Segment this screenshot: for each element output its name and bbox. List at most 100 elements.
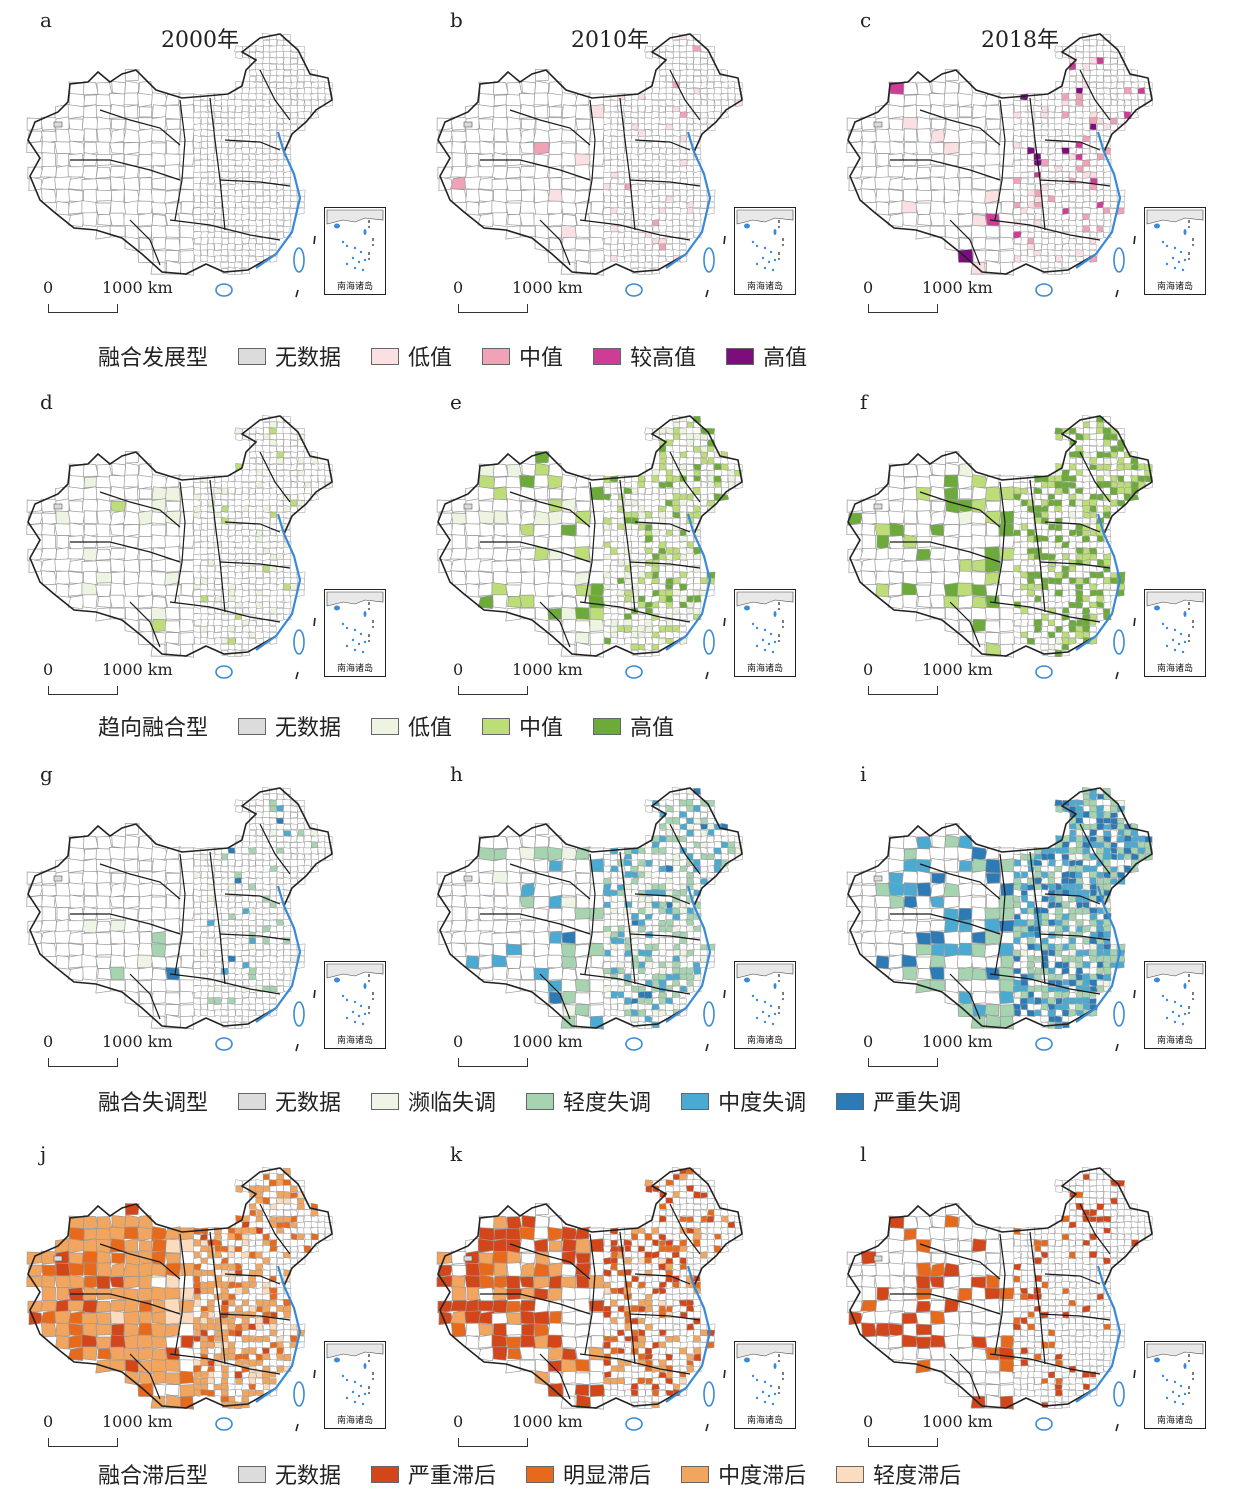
- county-polygon: [68, 943, 84, 957]
- county-polygon: [1040, 517, 1050, 525]
- county-polygon: [1082, 541, 1091, 549]
- county-polygon: [221, 943, 229, 951]
- county-polygon: [289, 817, 299, 825]
- county-polygon: [199, 570, 209, 579]
- china-map: [436, 32, 743, 298]
- county-polygon: [984, 607, 1000, 620]
- county-polygon: [193, 224, 202, 232]
- county-polygon: [193, 895, 201, 903]
- county-polygon: [519, 594, 536, 608]
- county-polygon: [310, 87, 320, 95]
- county-polygon: [200, 619, 209, 627]
- county-polygon: [713, 486, 722, 495]
- county-polygon: [637, 171, 647, 179]
- county-polygon: [686, 439, 694, 447]
- county-polygon: [1082, 577, 1090, 585]
- county-polygon: [547, 248, 565, 263]
- county-polygon: [241, 955, 250, 963]
- county-polygon: [651, 553, 660, 561]
- county-polygon: [917, 595, 932, 608]
- county-polygon: [652, 487, 659, 495]
- county-polygon: [534, 225, 551, 240]
- inset-island: [1183, 640, 1187, 644]
- county-polygon: [477, 486, 496, 502]
- inset-island: [755, 644, 759, 648]
- county-polygon: [693, 552, 702, 561]
- county-polygon: [604, 195, 611, 203]
- island-dash: [295, 289, 299, 298]
- county-polygon: [1054, 45, 1063, 53]
- county-polygon: [700, 475, 708, 482]
- county-polygon: [465, 188, 481, 203]
- county-polygon: [692, 463, 702, 471]
- county-polygon: [645, 243, 653, 251]
- county-polygon: [547, 92, 564, 108]
- scale-zero: 0: [453, 278, 464, 297]
- county-polygon: [623, 123, 633, 131]
- county-polygon: [1089, 231, 1098, 239]
- county-polygon: [123, 213, 140, 227]
- county-polygon: [652, 225, 660, 232]
- county-polygon: [1040, 631, 1049, 638]
- county-polygon: [214, 189, 222, 197]
- county-polygon: [686, 470, 695, 477]
- county-polygon: [206, 183, 215, 191]
- county-polygon: [1096, 231, 1104, 239]
- county-polygon: [269, 487, 278, 495]
- county-polygon: [1013, 625, 1021, 633]
- county-polygon: [227, 511, 236, 519]
- county-polygon: [700, 112, 708, 119]
- legend-label: 低值: [408, 346, 453, 371]
- county-polygon: [652, 105, 659, 113]
- county-polygon: [221, 859, 229, 867]
- county-polygon: [672, 195, 680, 203]
- county-polygon: [241, 237, 250, 245]
- county-polygon: [944, 462, 959, 477]
- county-polygon: [561, 213, 578, 227]
- county-polygon: [123, 558, 140, 573]
- county-polygon: [137, 630, 155, 645]
- county-polygon: [1130, 93, 1139, 101]
- county-polygon: [971, 152, 987, 167]
- county-polygon: [110, 558, 125, 573]
- province-line: [99, 491, 181, 528]
- county-polygon: [686, 547, 695, 555]
- county-polygon: [645, 51, 653, 59]
- county-polygon: [1082, 535, 1090, 543]
- county-polygon: [1061, 619, 1070, 627]
- county-polygon: [1088, 225, 1098, 233]
- county-polygon: [465, 583, 481, 598]
- county-polygon: [1019, 570, 1029, 579]
- county-polygon: [235, 882, 243, 891]
- county-polygon: [178, 571, 194, 586]
- county-polygon: [290, 470, 298, 477]
- county-polygon: [262, 195, 270, 203]
- county-polygon: [1096, 589, 1104, 597]
- county-polygon: [268, 607, 278, 615]
- county-polygon: [123, 142, 140, 156]
- county-polygon: [664, 481, 674, 488]
- county-polygon: [659, 105, 666, 114]
- county-polygon: [249, 457, 257, 465]
- county-polygon: [111, 118, 126, 131]
- county-polygon: [1034, 571, 1042, 579]
- county-polygon: [680, 559, 688, 566]
- county-polygon: [1068, 237, 1078, 245]
- county-polygon: [1041, 523, 1050, 531]
- county-polygon: [1062, 637, 1070, 645]
- county-polygon: [1054, 499, 1063, 507]
- province-line: [989, 601, 1101, 623]
- county-polygon: [561, 595, 578, 609]
- county-polygon: [609, 481, 619, 490]
- county-polygon: [67, 104, 86, 120]
- county-polygon: [547, 594, 564, 609]
- county-polygon: [1048, 487, 1056, 495]
- county-polygon: [1123, 463, 1133, 470]
- county-polygon: [269, 871, 278, 879]
- county-polygon: [1088, 427, 1098, 435]
- inset-coast: [736, 209, 794, 225]
- county-polygon: [138, 141, 153, 156]
- county-polygon: [1082, 207, 1091, 215]
- county-polygon: [1089, 39, 1098, 47]
- county-polygon: [193, 535, 202, 543]
